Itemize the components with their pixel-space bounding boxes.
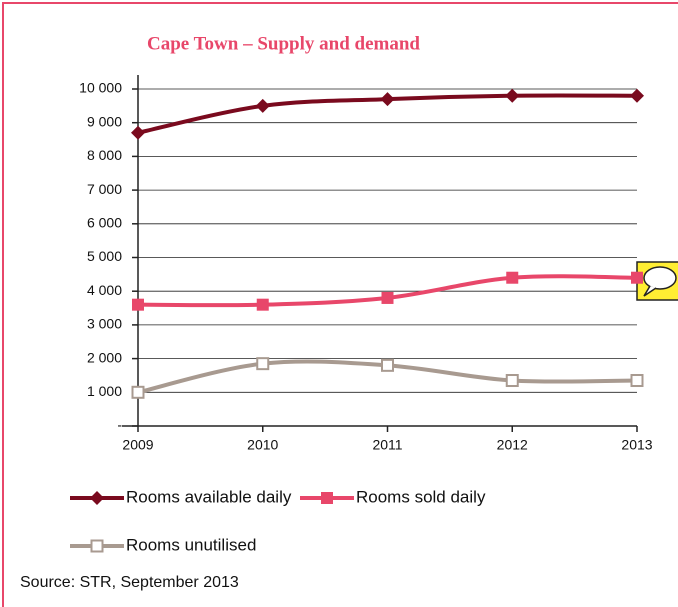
y-tick-label: 5 000 <box>87 248 122 264</box>
marker <box>256 298 269 311</box>
marker <box>630 88 644 103</box>
marker <box>255 98 270 113</box>
chart-title: Cape Town – Supply and demand <box>147 33 420 54</box>
source: Source: STR, September 2013 <box>20 574 239 591</box>
y-tick-label: 3 000 <box>87 316 122 332</box>
y-tick-label: 9 000 <box>87 113 122 129</box>
marker <box>380 92 395 107</box>
x-tick-label: 2013 <box>621 437 652 453</box>
marker <box>256 357 270 371</box>
x-tick-label: 2011 <box>372 437 402 453</box>
marker <box>381 291 394 304</box>
legend-label: Rooms sold daily <box>356 487 486 506</box>
y-tick-label: 4 000 <box>87 282 122 298</box>
y-tick-label: 6 000 <box>87 215 122 231</box>
comment-icon[interactable] <box>636 261 678 301</box>
marker <box>381 358 394 372</box>
x-tick-label: 2010 <box>247 437 278 453</box>
marker <box>131 385 145 399</box>
marker <box>90 539 104 553</box>
y-tick-label: 8 000 <box>87 147 122 163</box>
marker <box>505 88 520 103</box>
marker <box>506 271 519 284</box>
marker <box>631 271 643 284</box>
y-tick-label: 10 000 <box>79 80 122 96</box>
marker <box>131 125 145 140</box>
legend-label: Rooms available daily <box>126 487 292 506</box>
marker <box>132 298 144 311</box>
y-tick-label: 1 000 <box>87 383 122 399</box>
marker <box>505 374 519 388</box>
x-tick-label: 2009 <box>122 437 153 453</box>
marker <box>90 491 104 505</box>
y-tick-label: 2 000 <box>87 349 122 365</box>
y-tick-label: - <box>117 417 122 433</box>
x-tick-label: 2012 <box>497 437 528 453</box>
marker <box>630 374 644 388</box>
legend-label: Rooms unutilised <box>126 535 256 554</box>
y-tick-label: 7 000 <box>87 181 122 197</box>
marker <box>321 492 333 504</box>
